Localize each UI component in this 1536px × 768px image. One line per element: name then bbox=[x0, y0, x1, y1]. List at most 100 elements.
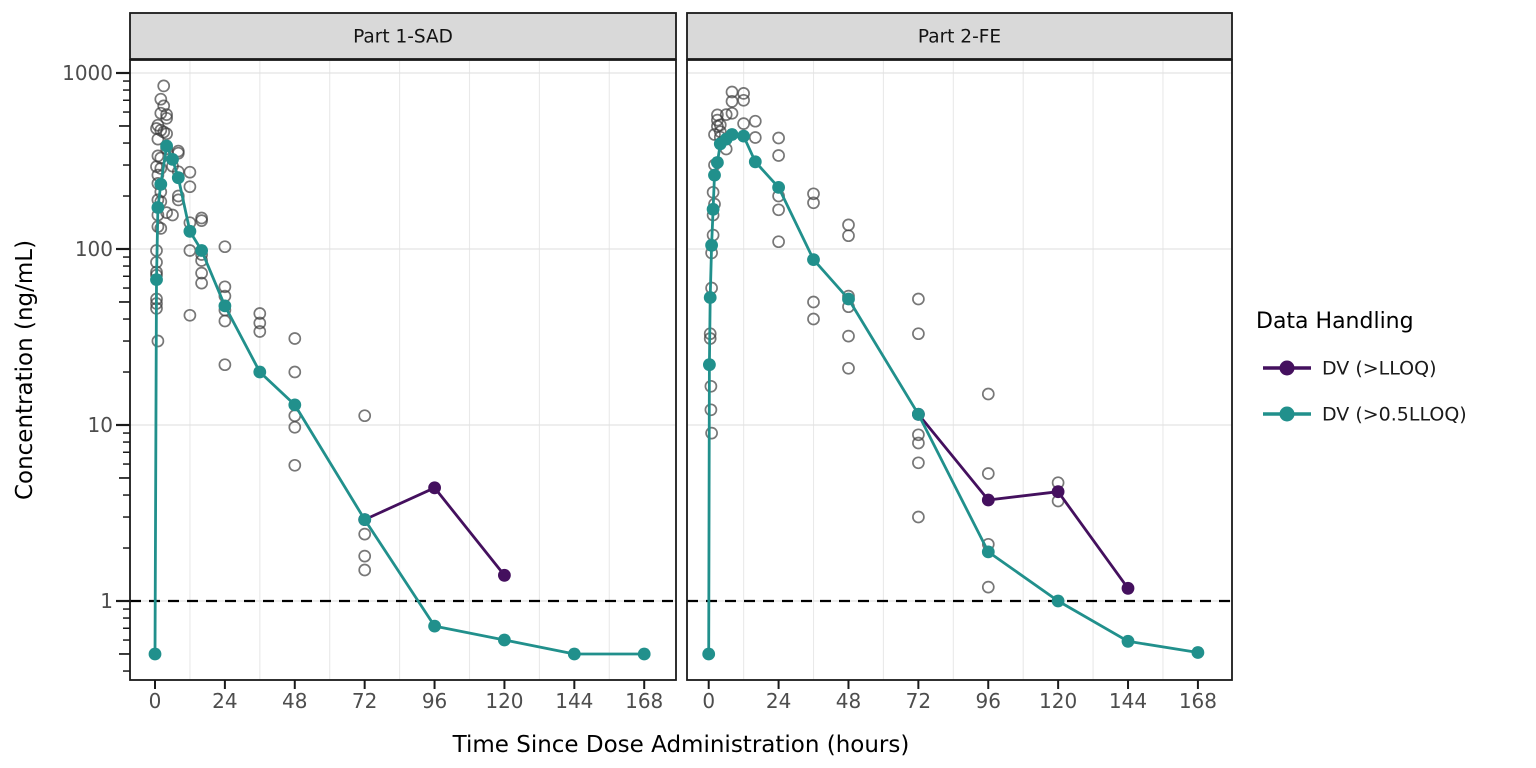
mean-point-dv_gt_05lloq bbox=[154, 177, 168, 191]
facet-panel-2: Part 2-FE 0 24 48 72 96 120 144 168 bbox=[686, 12, 1233, 713]
scatter-point bbox=[154, 92, 168, 106]
mean-point-dv_gt_05lloq bbox=[171, 171, 185, 185]
mean-point-dv_gt_05lloq bbox=[183, 224, 197, 238]
scatter-point bbox=[160, 127, 173, 141]
scatter-point bbox=[218, 240, 232, 254]
mean-point-dv_gt_05lloq bbox=[637, 647, 651, 661]
scatter-point bbox=[151, 149, 165, 163]
scatter-point bbox=[772, 131, 785, 145]
scatter-point bbox=[157, 79, 171, 93]
y-tick-label: 10 bbox=[88, 413, 113, 437]
x-tick-label: 48 bbox=[836, 689, 861, 713]
mean-line-dv_gt_05lloq bbox=[148, 139, 651, 661]
mean-point-dv_gt_05lloq bbox=[725, 128, 739, 141]
x-tick-label: 24 bbox=[212, 689, 237, 713]
legend-entry-label: DV (>0.5LLOQ) bbox=[1322, 404, 1467, 426]
mean-point-dv_gt_05lloq bbox=[702, 647, 716, 661]
scatter-point bbox=[912, 456, 925, 470]
panel-background bbox=[687, 60, 1232, 680]
scatter-point bbox=[154, 162, 168, 175]
scatter-point bbox=[171, 189, 185, 203]
mean-point-dv_gt_05lloq bbox=[703, 291, 717, 304]
mean-point-dv_gt_05lloq bbox=[708, 168, 721, 182]
scatter-point bbox=[253, 325, 267, 338]
facet-panel-1: Part 1-SAD 0 24 48 72 96 120 144 168 bbox=[129, 12, 677, 713]
mean-point-dv_gt_05lloq bbox=[706, 202, 720, 216]
scatter-point bbox=[842, 329, 855, 343]
y-axis: 1000 100 10 1 bbox=[62, 61, 130, 672]
mean-point-dv_gt_05lloq bbox=[166, 153, 179, 166]
x-axis-ticks: 0 24 48 72 96 120 144 168 bbox=[702, 680, 1217, 713]
scatter-point bbox=[807, 187, 820, 201]
mean-point-dv_gt_05lloq bbox=[772, 181, 785, 194]
scatter-point bbox=[218, 280, 232, 294]
scatter-point bbox=[195, 214, 208, 227]
scatter-point bbox=[713, 118, 727, 132]
mean-point-dv_gt_lloq bbox=[1051, 485, 1065, 499]
panel-background bbox=[130, 60, 676, 680]
scatter-point bbox=[288, 332, 302, 345]
mean-point-dv_gt_05lloq bbox=[288, 398, 302, 412]
scatter-point bbox=[708, 128, 721, 141]
scatter-point bbox=[807, 312, 820, 326]
scatter-point bbox=[807, 295, 820, 309]
x-tick-label: 168 bbox=[1179, 689, 1217, 713]
scatter-point bbox=[166, 208, 179, 222]
x-tick-label: 144 bbox=[1109, 689, 1147, 713]
x-axis-title: Time Since Dose Administration (hours) bbox=[452, 732, 910, 758]
x-tick-label: 72 bbox=[352, 689, 377, 713]
scatter-point bbox=[912, 327, 925, 341]
x-tick-label: 120 bbox=[1039, 689, 1077, 713]
mean-point-dv_gt_05lloq bbox=[748, 155, 762, 169]
legend-entry-dv_gt_05lloq: DV (>0.5LLOQ) bbox=[1263, 404, 1467, 426]
legend: Data Handling DV (>LLOQ) DV (>0.5LLOQ) bbox=[1256, 309, 1467, 426]
scatter-point bbox=[737, 87, 750, 100]
scatter-point bbox=[358, 527, 372, 541]
scatter-point bbox=[704, 379, 718, 393]
scatter-point bbox=[912, 510, 925, 524]
x-tick-label: 120 bbox=[485, 689, 523, 713]
panel-border bbox=[129, 59, 677, 681]
mean-point-dv_gt_05lloq bbox=[218, 299, 232, 313]
y-axis-title: Concentration (ng/mL) bbox=[12, 240, 38, 500]
x-tick-label: 96 bbox=[976, 689, 1001, 713]
mean-point-dv_gt_05lloq bbox=[151, 201, 165, 214]
x-axis-ticks: 0 24 48 72 96 120 144 168 bbox=[149, 680, 663, 713]
mean-point-dv_gt_05lloq bbox=[253, 365, 267, 379]
mean-point-dv_gt_05lloq bbox=[148, 647, 162, 661]
scatter-point bbox=[772, 203, 785, 217]
mean-point-dv_gt_05lloq bbox=[160, 139, 174, 153]
x-tick-label: 168 bbox=[625, 689, 663, 713]
mean-point-dv_gt_05lloq bbox=[705, 238, 718, 252]
scatter-point bbox=[912, 436, 925, 450]
scatter-point bbox=[157, 99, 171, 113]
mean-line-dv_gt_05lloq bbox=[702, 128, 1205, 661]
scatter-point bbox=[912, 428, 925, 442]
scatter-point bbox=[288, 458, 302, 472]
scatter-point bbox=[218, 314, 232, 328]
scatter-point bbox=[748, 114, 762, 128]
mean-point-dv_gt_05lloq bbox=[428, 619, 441, 633]
legend-key-point bbox=[1279, 360, 1295, 376]
scatter-point bbox=[288, 365, 302, 379]
mean-point-dv_gt_lloq bbox=[428, 481, 441, 495]
scatter-point bbox=[288, 420, 302, 434]
scatter-point bbox=[154, 222, 168, 235]
x-tick-label: 0 bbox=[702, 689, 715, 713]
x-tick-label: 96 bbox=[422, 689, 447, 713]
scatter-point bbox=[737, 93, 750, 107]
scatter-point bbox=[358, 549, 372, 563]
mean-point-dv_gt_05lloq bbox=[358, 513, 372, 526]
scatter-point bbox=[253, 307, 267, 320]
scatter-point bbox=[981, 580, 995, 594]
scatter-point bbox=[160, 111, 173, 125]
mean-point-dv_gt_05lloq bbox=[912, 407, 925, 421]
scatter-point bbox=[183, 308, 197, 322]
mean-point-dv_gt_lloq bbox=[1121, 581, 1135, 595]
mean-point-dv_gt_05lloq bbox=[195, 244, 209, 257]
scatter-point bbox=[151, 334, 165, 348]
legend-key-point bbox=[1279, 406, 1295, 422]
legend-entry-label: DV (>LLOQ) bbox=[1322, 358, 1436, 380]
scatter-point bbox=[725, 106, 739, 120]
